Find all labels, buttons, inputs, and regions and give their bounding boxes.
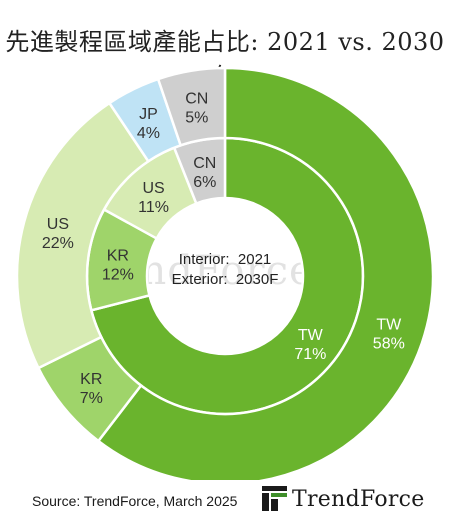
center-label-line: Exterior: 2030F	[172, 271, 279, 288]
slice-label-outer-jp: JP 4%	[137, 106, 160, 142]
slice-label-outer-tw: TW 58%	[373, 317, 405, 353]
slice-label-inner-tw: TW 71%	[294, 327, 326, 363]
slice-label-inner-cn: CN 6%	[193, 155, 216, 191]
center-label-line: Interior: 2021	[179, 251, 272, 268]
slice-label-outer-us: US 22%	[42, 216, 74, 252]
slice-outer-tw	[96, 66, 435, 480]
trendforce-logo-icon	[262, 486, 287, 511]
slice-label-outer-cn: CN 5%	[185, 90, 208, 126]
slice-label-inner-us: US 11%	[138, 180, 169, 216]
double-donut-chart: TW 71% KR 12%US 11% CN 6% TW 58% KR 7% US 22% JP 4% CN 5…	[15, 66, 435, 480]
source-note: Source: TrendForce, March 2025	[32, 493, 238, 509]
slice-label-inner-kr: KR 12%	[102, 247, 134, 283]
slice-label-outer-kr: KR 7%	[80, 371, 103, 407]
slice-outer-cn	[156, 66, 227, 147]
trendforce-logo: TrendForce	[262, 484, 442, 514]
logo-text: TrendForce	[292, 487, 425, 512]
